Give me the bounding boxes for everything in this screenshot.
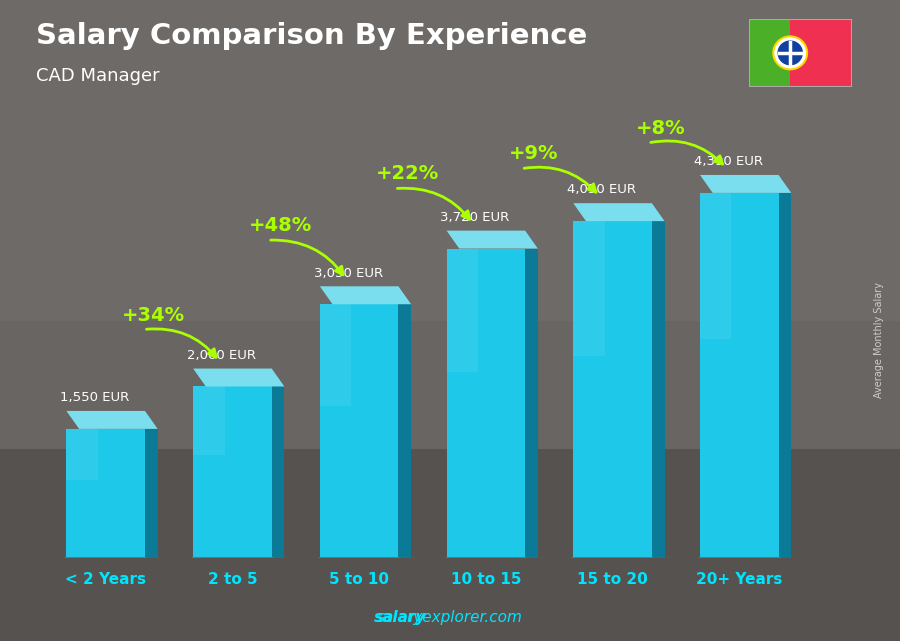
Text: 2,060 EUR: 2,060 EUR <box>187 349 256 362</box>
Text: +22%: +22% <box>375 164 439 183</box>
Bar <box>790 19 852 87</box>
Text: salaryexplorer.com: salaryexplorer.com <box>377 610 523 625</box>
Text: 4,050 EUR: 4,050 EUR <box>567 183 636 196</box>
Text: +34%: +34% <box>122 306 185 324</box>
Bar <box>446 249 525 558</box>
Bar <box>700 193 778 558</box>
Text: 3,720 EUR: 3,720 EUR <box>440 211 509 224</box>
Circle shape <box>775 38 806 68</box>
Bar <box>573 221 652 558</box>
Text: Salary Comparison By Experience: Salary Comparison By Experience <box>36 22 587 51</box>
Text: 1,550 EUR: 1,550 EUR <box>60 391 130 404</box>
Polygon shape <box>145 429 158 558</box>
Text: Average Monthly Salary: Average Monthly Salary <box>874 282 884 397</box>
Text: CAD Manager: CAD Manager <box>36 67 159 85</box>
Text: +9%: +9% <box>509 144 559 163</box>
Bar <box>320 304 399 558</box>
Circle shape <box>773 36 807 70</box>
Bar <box>749 19 790 87</box>
Polygon shape <box>272 387 284 558</box>
Polygon shape <box>573 203 664 221</box>
Polygon shape <box>525 249 538 558</box>
Bar <box>320 304 351 406</box>
Bar <box>573 221 605 356</box>
Bar <box>67 429 145 558</box>
Text: +48%: +48% <box>249 216 312 235</box>
Polygon shape <box>320 287 411 304</box>
Bar <box>194 387 272 558</box>
Bar <box>0 449 900 641</box>
Bar <box>0 0 900 320</box>
Bar <box>700 193 732 339</box>
Polygon shape <box>446 231 538 249</box>
Text: 3,050 EUR: 3,050 EUR <box>313 267 382 279</box>
Polygon shape <box>652 221 664 558</box>
Polygon shape <box>700 175 791 193</box>
Bar <box>446 249 478 372</box>
Polygon shape <box>194 369 284 387</box>
Text: salary: salary <box>374 610 427 625</box>
Bar <box>67 429 98 480</box>
Polygon shape <box>778 193 791 558</box>
Polygon shape <box>67 411 158 429</box>
Text: +8%: +8% <box>636 119 686 138</box>
Circle shape <box>778 41 802 65</box>
Text: 4,390 EUR: 4,390 EUR <box>694 155 762 168</box>
Polygon shape <box>399 304 411 558</box>
Bar <box>194 387 225 455</box>
